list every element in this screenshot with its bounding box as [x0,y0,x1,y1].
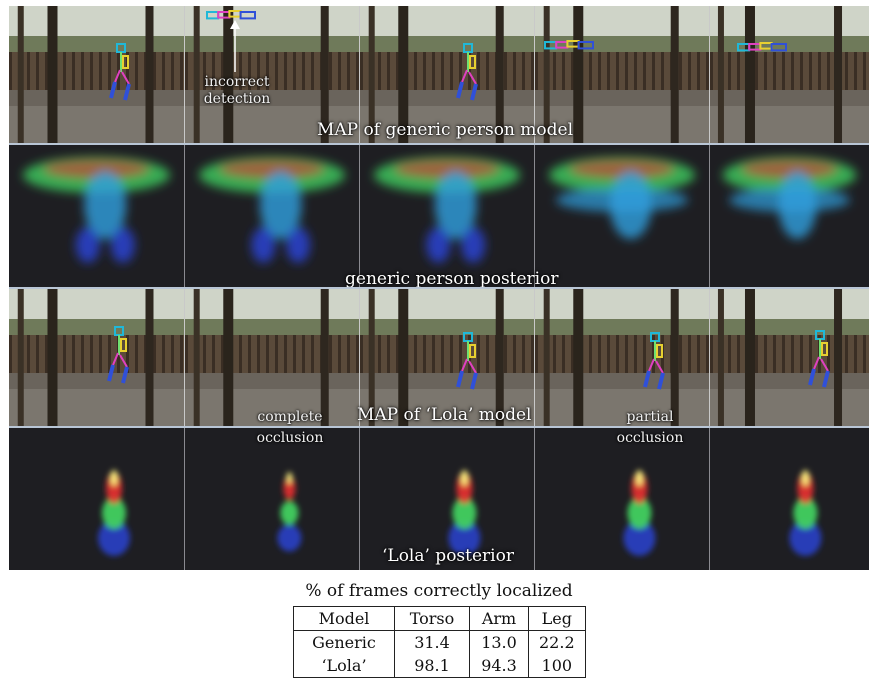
table-cell: 31.4 [395,631,470,655]
table-row: ‘Lola’ 98.1 94.3 100 [294,654,586,678]
table-cell: 94.3 [470,654,529,678]
partial-occlusion-label: partial [605,409,695,426]
frame-5 [709,145,869,287]
table-header-row: Model Torso Arm Leg [294,607,586,631]
arrow-up-icon [227,20,243,74]
column-header-arm: Arm [470,607,529,631]
frame-5 [709,289,869,426]
table-cell: 98.1 [395,654,470,678]
column-header-model: Model [294,607,395,631]
frame-3 [359,145,534,287]
frame-2 [184,289,359,426]
incorrect-detection-label: incorrect detection [197,74,277,108]
frame-1 [9,428,184,570]
frame-2 [184,145,359,287]
frame-1 [9,145,184,287]
column-header-leg: Leg [529,607,586,631]
table-cell: ‘Lola’ [294,654,395,678]
figure: incorrect detection MAP of generic perso… [9,6,869,570]
map-generic-caption: MAP of generic person model [317,120,573,140]
column-header-torso: Torso [395,607,470,631]
frame-5 [709,428,869,570]
table-cell: Generic [294,631,395,655]
map-lola-caption: MAP of ‘Lola’ model [357,405,532,425]
complete-occlusion-label-2: occlusion [245,430,335,447]
frame-1 [9,289,184,426]
posterior-generic-row: generic person posterior [9,145,869,287]
posterior-generic-caption: generic person posterior [345,269,558,287]
posterior-lola-row: occlusion occlusion ‘Lola’ posterior [9,428,869,570]
map-lola-row: complete partial MAP of ‘Lola’ model [9,289,869,426]
partial-occlusion-label-2: occlusion [605,430,695,447]
frame-2 [184,428,359,570]
table-title: % of frames correctly localized [0,581,878,601]
table-cell: 100 [529,654,586,678]
frame-4 [534,289,709,426]
complete-occlusion-label: complete [245,409,335,426]
table-cell: 22.2 [529,631,586,655]
results-table: Model Torso Arm Leg Generic 31.4 13.0 22… [293,606,586,678]
map-generic-row: incorrect detection MAP of generic perso… [9,6,869,143]
posterior-lola-caption: ‘Lola’ posterior [382,546,514,566]
frame-4 [534,145,709,287]
frame-4 [534,428,709,570]
frame-1 [9,6,184,143]
table-cell: 13.0 [470,631,529,655]
frame-5 [709,6,869,143]
table-row: Generic 31.4 13.0 22.2 [294,631,586,655]
